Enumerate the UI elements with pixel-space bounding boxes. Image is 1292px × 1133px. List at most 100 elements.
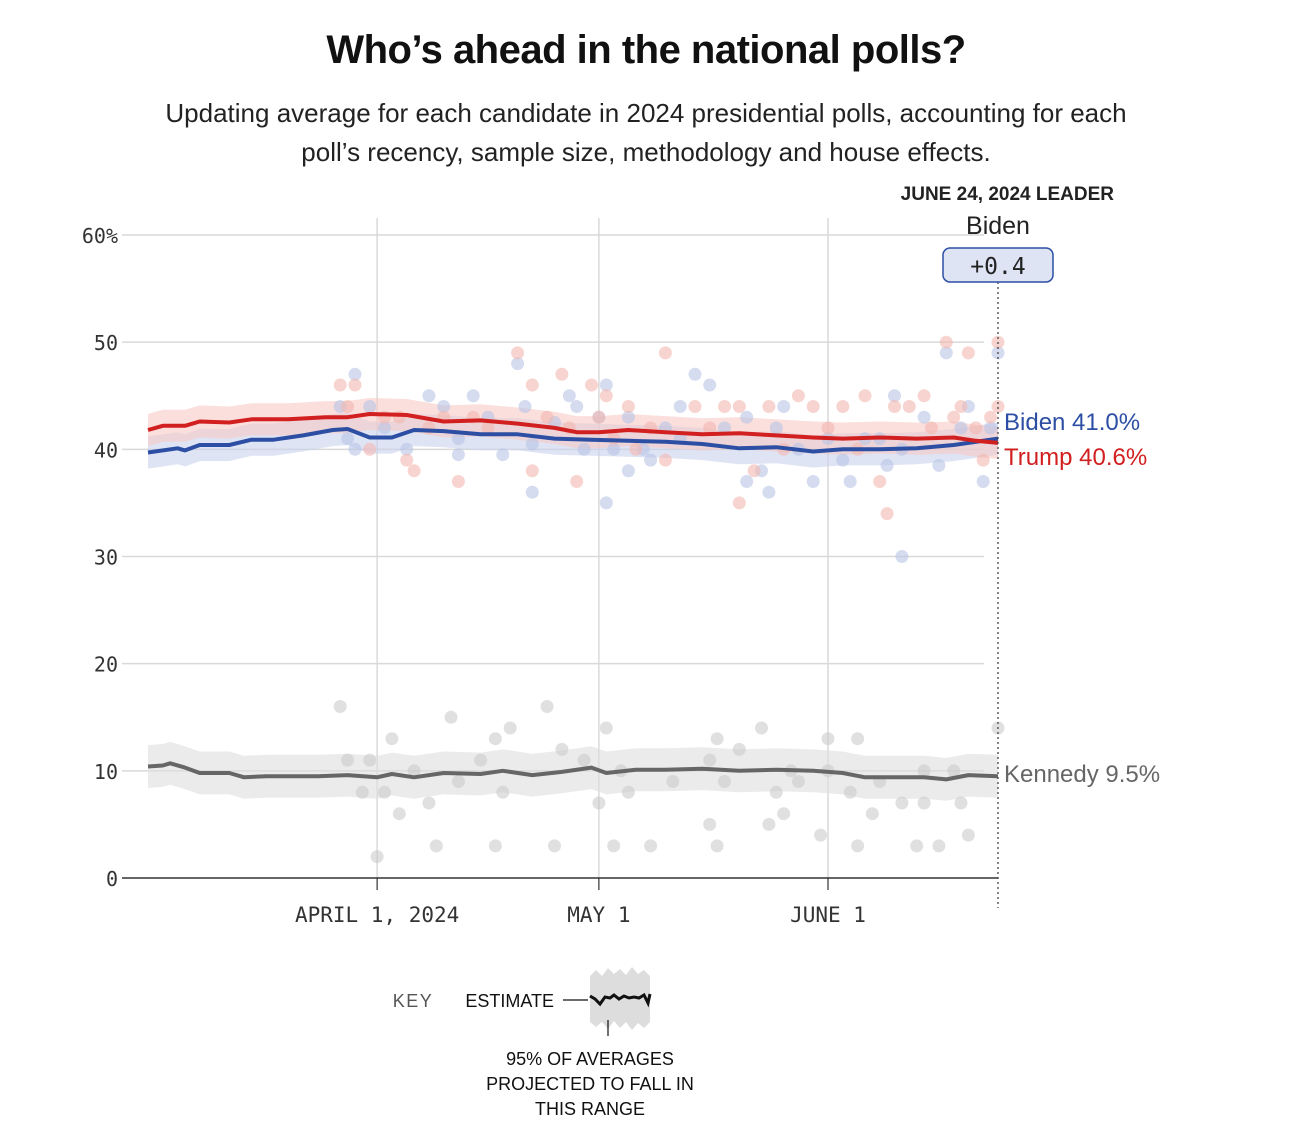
kennedy-poll-dot <box>769 785 783 799</box>
biden-poll-dot <box>939 346 953 360</box>
biden-poll-dot <box>984 421 998 435</box>
biden-poll-dot <box>422 389 436 403</box>
trump-poll-dot <box>917 389 931 403</box>
kennedy-poll-dot <box>777 807 791 821</box>
trump-poll-dot <box>991 400 1005 413</box>
axes-layer: 0 10 20 30 40 50 60% APRIL 1, 2024 MAY 1 JUNE 1 <box>82 224 999 927</box>
biden-end-label: Biden 41.0% <box>1004 409 1140 436</box>
legend-key: KEY ESTIMATE 95% OF AVERAGES PROJECTED T… <box>393 967 694 1119</box>
trump-poll-dot <box>947 410 961 424</box>
biden-poll-dot <box>644 453 658 467</box>
kennedy-poll-dot <box>488 732 502 746</box>
trump-poll-dot <box>902 400 916 413</box>
kennedy-poll-dot <box>474 753 488 767</box>
biden-poll-dot <box>718 421 731 435</box>
biden-poll-dot <box>621 464 635 478</box>
trump-poll-dot <box>836 400 850 413</box>
kennedy-poll-dot <box>814 828 828 842</box>
trump-poll-dot <box>481 421 495 435</box>
kennedy-poll-dot <box>370 850 384 864</box>
trump-poll-dot <box>747 464 761 478</box>
biden-poll-dot <box>673 400 687 413</box>
confidence-bands <box>148 397 998 801</box>
biden-poll-dot <box>688 367 702 381</box>
biden-poll-dot <box>954 421 968 435</box>
kennedy-end-label: Kennedy 9.5% <box>1004 761 1160 788</box>
key-label: KEY <box>393 991 434 1011</box>
kennedy-poll-dot <box>718 775 731 788</box>
trump-poll-dot <box>858 389 872 403</box>
trump-poll-dot <box>961 346 975 360</box>
kennedy-poll-dot <box>555 742 569 756</box>
leader-heading: JUNE 24, 2024 LEADER <box>901 184 1115 205</box>
leader-margin-badge <box>942 247 1054 283</box>
y-tick-label: 50 <box>94 331 118 355</box>
trump-poll-dot <box>592 410 606 424</box>
biden-poll-dot <box>496 448 510 462</box>
kennedy-poll-dot <box>378 785 391 799</box>
biden-poll-dot <box>769 421 783 435</box>
estimate-lines <box>147 412 999 782</box>
trump-poll-dot <box>540 410 554 424</box>
x-tick-label: MAY 1 <box>567 903 630 927</box>
biden-poll-dot <box>843 475 857 488</box>
y-tick-label: 30 <box>94 546 118 570</box>
kennedy-poll-dot <box>607 839 621 853</box>
trump-end-label: Trump 40.6% <box>1004 444 1147 471</box>
trump-poll-dot <box>451 475 465 488</box>
trump-poll-dot <box>762 400 776 413</box>
biden-poll-dot <box>607 442 621 456</box>
kennedy-poll-dot <box>762 817 776 831</box>
trump-poll-dot <box>873 475 887 488</box>
trump-poll-dot <box>888 400 901 413</box>
kennedy-poll-dot <box>385 732 399 746</box>
trump-poll-dot <box>599 389 613 403</box>
biden-poll-dot <box>348 442 362 456</box>
biden-poll-dot <box>880 458 894 472</box>
kennedy-poll-dot <box>895 796 909 810</box>
trump-poll-dot <box>658 346 672 360</box>
kennedy-poll-dot <box>429 839 443 853</box>
biden-poll-dot <box>511 357 525 371</box>
kennedy-poll-dot <box>917 764 931 778</box>
trump-poll-dot <box>333 378 347 392</box>
trump-poll-dot <box>392 410 406 424</box>
biden-poll-dot <box>932 458 946 472</box>
biden-poll-dot <box>341 432 355 446</box>
trump-poll-dot <box>969 421 983 435</box>
page-subtitle: Updating average for each candidate in 2… <box>165 98 1127 167</box>
trump-poll-dot <box>658 453 672 467</box>
trump-poll-dot <box>703 421 717 435</box>
page-title: Who’s ahead in the national polls? <box>326 28 966 72</box>
x-tick-label: JUNE 1 <box>790 903 866 927</box>
biden-poll-dot <box>525 437 539 451</box>
trump-poll-dot <box>363 442 377 456</box>
kennedy-estimate-line <box>147 761 999 782</box>
key-range-note-line-3: THIS RANGE <box>535 1099 645 1119</box>
biden-poll-dot <box>836 453 850 467</box>
kennedy-poll-dot <box>732 742 746 756</box>
trump-poll-dot <box>732 400 746 413</box>
key-estimate-label: ESTIMATE <box>465 991 554 1011</box>
y-tick-label: 60% <box>82 224 118 248</box>
biden-poll-dot <box>703 378 717 392</box>
kennedy-poll-dot <box>961 828 975 842</box>
biden-poll-dot <box>466 389 480 403</box>
biden-poll-dot <box>570 400 584 413</box>
biden-poll-dot <box>437 400 451 413</box>
biden-poll-dot <box>917 410 931 424</box>
key-range-note-line-1: 95% OF AVERAGES <box>506 1049 674 1069</box>
biden-poll-dot <box>621 410 635 424</box>
trump-poll-dot <box>984 410 998 424</box>
biden-poll-dot <box>762 485 776 499</box>
trump-poll-dot <box>570 475 584 488</box>
kennedy-poll-dot <box>917 796 931 810</box>
kennedy-poll-dot <box>947 764 961 778</box>
kennedy-poll-dot <box>444 710 458 724</box>
biden-poll-dot <box>451 448 465 462</box>
kennedy-poll-dot <box>865 807 879 821</box>
biden-poll-dot <box>451 432 465 446</box>
trump-poll-dot <box>407 464 421 478</box>
